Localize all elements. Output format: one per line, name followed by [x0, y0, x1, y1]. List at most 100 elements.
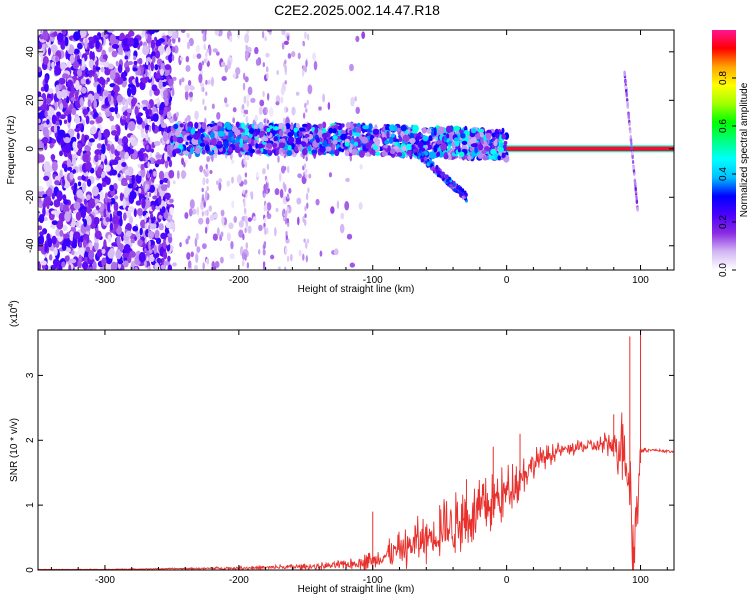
heatmap-cell — [209, 131, 215, 140]
heatmap-cell — [77, 123, 83, 129]
heatmap-cell — [264, 227, 267, 236]
heatmap-cell — [158, 170, 165, 181]
heatmap-cell — [463, 190, 467, 195]
heatmap-cell — [59, 103, 64, 111]
heatmap-cell — [420, 158, 424, 163]
heatmap-cell — [67, 79, 73, 88]
heatmap-cell — [146, 61, 149, 66]
heatmap-cell — [115, 249, 122, 260]
heatmap-cell — [112, 38, 120, 45]
heatmap-cell — [204, 226, 208, 234]
heatmap-cell — [53, 199, 61, 208]
heatmap-cell — [624, 79, 627, 84]
heatmap-cell — [457, 147, 461, 153]
heatmap-cell — [68, 258, 77, 264]
heatmap-cell — [332, 135, 338, 140]
heatmap-cell — [67, 166, 73, 171]
heatmap-cell — [208, 205, 213, 212]
heatmap-cell — [322, 121, 327, 129]
y-tick-label: -40 — [25, 238, 36, 253]
heatmap-cell — [234, 129, 241, 136]
heatmap-cell — [109, 107, 116, 113]
heatmap-cell — [246, 99, 250, 108]
heatmap-cell — [51, 153, 55, 162]
heatmap-cell — [64, 142, 71, 154]
heatmap-cell — [301, 123, 308, 128]
heatmap-cell — [103, 128, 111, 138]
heatmap-cell — [241, 104, 245, 110]
heatmap-cell — [290, 253, 293, 262]
heatmap-cell — [282, 82, 285, 91]
heatmap-cell — [80, 86, 87, 94]
heatmap-cell — [42, 55, 49, 65]
heatmap-cell — [179, 56, 184, 61]
heatmap-cell — [133, 208, 137, 218]
heatmap-cell — [101, 143, 106, 155]
heatmap-cell — [297, 173, 302, 179]
heatmap-cell — [256, 171, 259, 178]
heatmap-cell — [97, 166, 103, 176]
heatmap-cell — [123, 212, 127, 221]
heatmap-cell — [131, 174, 135, 185]
heatmap-cell — [202, 86, 205, 93]
heatmap-cell — [43, 175, 50, 181]
heatmap-cell — [307, 145, 312, 152]
heatmap-cell — [196, 206, 200, 216]
heatmap-cell — [98, 95, 103, 102]
heatmap-cell — [230, 241, 234, 250]
heatmap-cell — [193, 132, 200, 140]
heatmap-cell — [211, 260, 215, 268]
heatmap-cell — [205, 217, 210, 225]
heatmap-cell — [275, 148, 279, 156]
heatmap-cell — [447, 145, 452, 150]
heatmap-cell — [203, 58, 207, 64]
snr-x-axis: -300 -200 -100 0 100 — [50, 330, 668, 586]
heatmap-cell — [136, 116, 143, 125]
heatmap-cell — [314, 126, 319, 134]
heatmap-cell — [246, 30, 250, 35]
heatmap-cell — [344, 150, 350, 157]
heatmap-cell — [189, 199, 195, 209]
heatmap-cell — [206, 168, 209, 174]
heatmap-cell — [444, 174, 448, 179]
heatmap-cell — [445, 178, 449, 183]
colorbar-tick-label: 0.0 — [718, 263, 729, 277]
heatmap-cell — [167, 30, 174, 37]
heatmap-cell — [359, 164, 363, 170]
heatmap-cell — [106, 77, 110, 82]
heatmap-cell — [86, 194, 91, 201]
colorbar: 0.0 0.2 0.4 0.6 0.8 Normalized spectral ampl… — [712, 30, 750, 277]
heatmap-cell — [224, 65, 229, 73]
heatmap-cell — [95, 116, 103, 124]
heatmap-cell — [186, 252, 191, 260]
heatmap-cell — [287, 131, 294, 138]
heatmap-cell — [71, 241, 78, 249]
heatmap-cell — [333, 248, 339, 256]
heatmap-cell — [147, 161, 150, 168]
heatmap-cell — [162, 239, 167, 250]
heatmap-cell — [629, 129, 632, 134]
heatmap-cell — [365, 142, 372, 149]
heatmap-cell — [205, 178, 209, 185]
heatmap-cell — [77, 68, 83, 77]
heatmap-cell — [483, 140, 488, 147]
heatmap-cell — [381, 151, 387, 157]
heatmap-cell — [172, 31, 178, 40]
heatmap-cell — [46, 103, 50, 112]
heatmap-cell — [104, 158, 108, 165]
heatmap-cell — [176, 170, 180, 180]
heatmap-cell — [55, 120, 60, 126]
heatmap-cell — [79, 30, 87, 38]
heatmap-cell — [245, 215, 248, 220]
heatmap-cell — [220, 61, 226, 67]
heatmap-cell — [126, 108, 133, 114]
heatmap-cell — [147, 64, 151, 71]
heatmap-cell — [142, 45, 150, 56]
heatmap-cell — [245, 94, 251, 100]
heatmap-cell — [148, 30, 156, 35]
heatmap-cell — [86, 215, 92, 226]
heatmap-cell — [167, 179, 171, 189]
heatmap-cell — [220, 231, 224, 238]
heatmap-cell — [72, 141, 77, 150]
heatmap-cell — [305, 241, 308, 249]
